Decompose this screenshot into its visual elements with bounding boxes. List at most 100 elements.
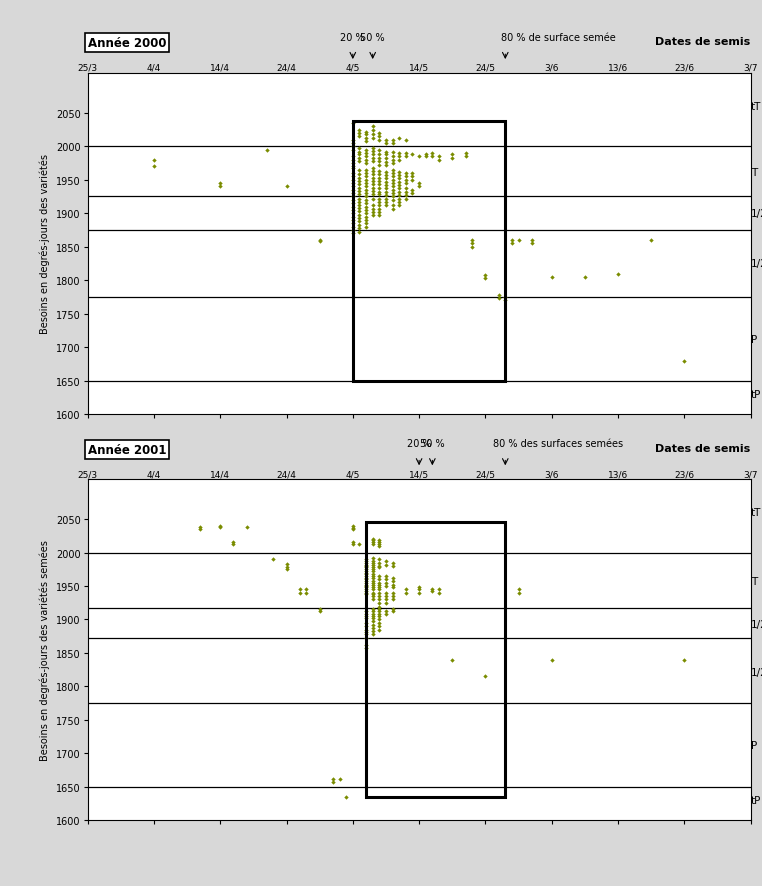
Point bbox=[367, 554, 379, 568]
Point bbox=[546, 270, 558, 284]
Point bbox=[360, 556, 372, 570]
Point bbox=[367, 123, 379, 137]
Point bbox=[373, 182, 386, 196]
Text: tP: tP bbox=[751, 390, 761, 400]
Point bbox=[393, 166, 405, 180]
Point bbox=[367, 188, 379, 202]
Point bbox=[347, 217, 359, 231]
Point bbox=[194, 520, 207, 534]
Point bbox=[426, 147, 438, 161]
Point bbox=[367, 536, 379, 550]
Text: P: P bbox=[751, 335, 757, 345]
Point bbox=[386, 180, 399, 194]
Point bbox=[214, 180, 226, 194]
Point bbox=[433, 583, 445, 597]
Point bbox=[512, 234, 524, 248]
Point bbox=[360, 587, 372, 602]
Point bbox=[340, 790, 352, 804]
Point bbox=[261, 144, 273, 158]
Point bbox=[214, 519, 226, 533]
Point bbox=[347, 144, 359, 158]
Point bbox=[379, 175, 392, 190]
Point bbox=[347, 537, 359, 551]
Point bbox=[327, 774, 339, 789]
Point bbox=[386, 556, 399, 570]
Point bbox=[367, 583, 379, 597]
Text: 14/5: 14/5 bbox=[409, 470, 429, 478]
Point bbox=[360, 190, 372, 205]
Point bbox=[360, 567, 372, 581]
Point bbox=[300, 583, 312, 597]
Text: T: T bbox=[751, 576, 757, 586]
Point bbox=[354, 196, 366, 210]
Point bbox=[393, 147, 405, 161]
Point bbox=[347, 214, 359, 228]
Point bbox=[379, 593, 392, 607]
Point bbox=[379, 159, 392, 173]
Point bbox=[360, 623, 372, 637]
Point bbox=[360, 571, 372, 586]
Point bbox=[360, 153, 372, 167]
Point bbox=[354, 178, 366, 192]
Point bbox=[347, 204, 359, 218]
Point bbox=[466, 237, 479, 252]
Point bbox=[334, 772, 346, 786]
Point bbox=[678, 653, 690, 667]
Point bbox=[367, 178, 379, 192]
Point bbox=[373, 152, 386, 166]
Point bbox=[386, 190, 399, 205]
Text: P: P bbox=[751, 741, 757, 750]
Point bbox=[433, 153, 445, 167]
Point bbox=[373, 209, 386, 223]
Point bbox=[314, 604, 326, 618]
Text: tT: tT bbox=[751, 508, 761, 517]
Point bbox=[367, 580, 379, 595]
Point bbox=[360, 131, 372, 145]
Point bbox=[506, 237, 518, 252]
Point bbox=[347, 140, 359, 154]
Point bbox=[386, 604, 399, 618]
Point bbox=[379, 558, 392, 572]
Point bbox=[379, 589, 392, 603]
Point bbox=[367, 532, 379, 547]
Point bbox=[367, 142, 379, 156]
Point bbox=[379, 198, 392, 213]
Point bbox=[354, 123, 366, 137]
Point bbox=[373, 172, 386, 186]
Point bbox=[360, 578, 372, 592]
Point bbox=[367, 120, 379, 134]
Point bbox=[446, 152, 458, 166]
Point bbox=[373, 155, 386, 169]
Point bbox=[367, 172, 379, 186]
Point bbox=[354, 215, 366, 229]
Point bbox=[347, 183, 359, 198]
Point bbox=[446, 653, 458, 667]
Point bbox=[373, 586, 386, 600]
Text: 24/5: 24/5 bbox=[475, 64, 495, 73]
Text: 13/6: 13/6 bbox=[608, 64, 628, 73]
Point bbox=[367, 185, 379, 199]
Point bbox=[347, 536, 359, 550]
Point bbox=[354, 205, 366, 219]
Text: Dates de semis: Dates de semis bbox=[655, 37, 751, 47]
Point bbox=[347, 117, 359, 131]
Point bbox=[400, 192, 412, 206]
Point bbox=[347, 174, 359, 188]
Point bbox=[400, 170, 412, 184]
Point bbox=[360, 563, 372, 577]
Text: 24/4: 24/4 bbox=[277, 64, 296, 73]
Point bbox=[386, 193, 399, 207]
Point bbox=[373, 578, 386, 592]
Point bbox=[379, 183, 392, 197]
Point bbox=[367, 593, 379, 607]
Point bbox=[479, 670, 491, 684]
Text: 25/3: 25/3 bbox=[78, 64, 98, 73]
Point bbox=[300, 586, 312, 600]
Point bbox=[406, 148, 418, 162]
Point bbox=[347, 133, 359, 147]
Text: 23/6: 23/6 bbox=[674, 470, 694, 478]
Point bbox=[360, 558, 372, 572]
Point bbox=[393, 172, 405, 186]
Text: tP: tP bbox=[751, 796, 761, 805]
Text: 14/4: 14/4 bbox=[210, 470, 230, 478]
